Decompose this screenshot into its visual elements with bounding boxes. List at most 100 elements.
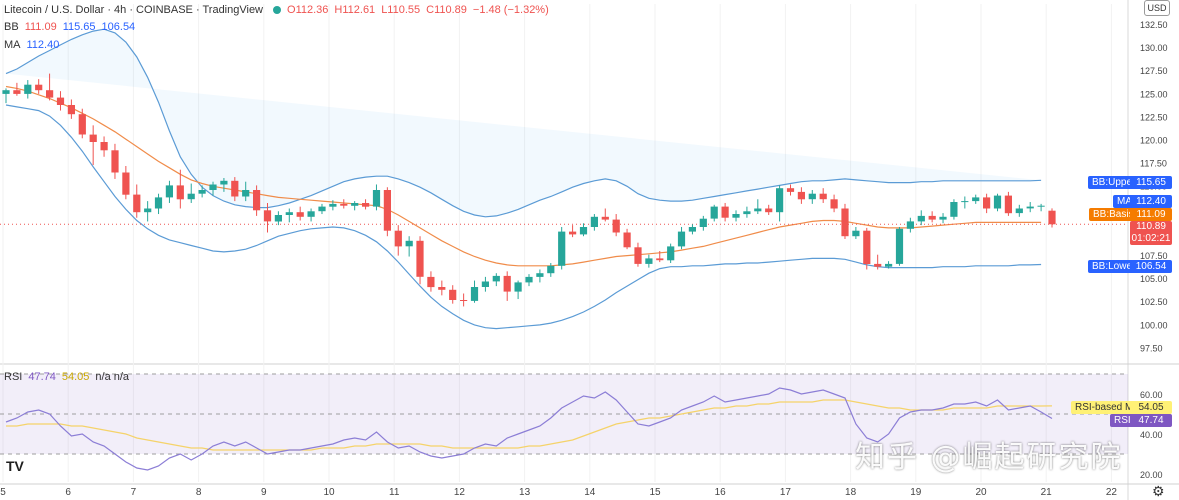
candle-body xyxy=(536,273,544,277)
candle-body xyxy=(231,180,239,197)
candle-body xyxy=(688,227,696,232)
rsi-tick-label: 20.00 xyxy=(1140,470,1163,480)
price-tick-label: 107.50 xyxy=(1140,251,1168,261)
last-price-value: 110.89 xyxy=(1136,221,1166,232)
candle-body xyxy=(950,202,958,217)
bb-band-fill xyxy=(6,29,1042,217)
market-status-dot-icon xyxy=(273,6,282,15)
candle-body xyxy=(340,203,348,206)
candle-body xyxy=(1004,195,1012,214)
candle-body xyxy=(307,211,315,217)
candle-body xyxy=(176,185,184,200)
candle-body xyxy=(754,208,762,212)
bb-legend[interactable]: BB 111.09 115.65 106.54 xyxy=(4,20,141,34)
time-tick-label: 20 xyxy=(975,487,987,498)
candle-body xyxy=(122,172,130,195)
candle-body xyxy=(111,150,119,173)
candle-body xyxy=(351,203,359,206)
candle-body xyxy=(1026,206,1034,209)
ohlc-high: H112.61 xyxy=(334,4,376,16)
bar-countdown: 01:02:21 xyxy=(1131,233,1171,244)
candle-body xyxy=(710,206,718,219)
candle-body xyxy=(797,191,805,200)
bb-lower-value: 106.54 xyxy=(101,21,136,33)
candle-body xyxy=(601,216,609,220)
candle-body xyxy=(296,212,304,217)
price-tick-label: 105.00 xyxy=(1140,274,1168,284)
candle-body xyxy=(274,215,282,222)
rsi-line xyxy=(5,387,1053,471)
bb-lower-axis-value: 106.54 xyxy=(1130,260,1172,273)
ma-axis-value: 112.40 xyxy=(1130,195,1172,208)
candle-body xyxy=(623,232,631,248)
symbol-title: Litecoin / U.S. Dollar · 4h · COINBASE ·… xyxy=(4,4,264,16)
candle-body xyxy=(263,210,272,222)
candle-body xyxy=(830,199,838,209)
candle-body xyxy=(89,134,97,142)
price-tick-label: 122.50 xyxy=(1140,112,1168,122)
rsi-value: 47.74 xyxy=(28,371,56,383)
rsi-ma-value: 54.05 xyxy=(61,371,90,383)
candle-body xyxy=(133,194,141,213)
rsi-ma-axis-value: 54.05 xyxy=(1130,401,1172,414)
rsi-band-fill xyxy=(0,374,1128,454)
candle-body xyxy=(67,105,75,115)
price-tick-label: 100.00 xyxy=(1140,320,1168,330)
bb-label: BB xyxy=(4,21,19,33)
candle-body xyxy=(56,97,65,105)
settings-gear-icon[interactable]: ⚙ xyxy=(1152,483,1165,499)
candle-body xyxy=(100,142,108,151)
ohlc-close: C110.89 xyxy=(426,4,467,16)
candle-body xyxy=(1015,208,1023,214)
candle-body xyxy=(961,201,969,203)
watermark-text: 知乎 @崛起研究院 xyxy=(855,440,1123,475)
price-tick-label: 130.00 xyxy=(1140,43,1168,53)
candle-body xyxy=(253,190,261,211)
candle-body xyxy=(579,227,588,235)
price-tick-label: 127.50 xyxy=(1140,66,1168,76)
candle-body xyxy=(383,190,391,231)
candle-body xyxy=(569,231,577,235)
price-tick-label: 120.00 xyxy=(1140,136,1168,146)
currency-button[interactable]: USD xyxy=(1144,0,1170,16)
candle-body xyxy=(776,188,784,213)
ma-legend[interactable]: MA 112.40 xyxy=(4,38,65,52)
candle-body xyxy=(699,218,707,227)
time-tick-label: 19 xyxy=(910,487,922,498)
candle-body xyxy=(438,287,446,290)
candle-body xyxy=(46,90,54,98)
candle-body xyxy=(362,203,370,207)
candle-body xyxy=(972,197,980,202)
candle-body xyxy=(13,90,21,94)
rsi-legend[interactable]: RSI 47.74 54.05 n/a n/a xyxy=(4,370,135,384)
price-change: −1.48 (−1.32%) xyxy=(472,4,549,16)
ma-label: MA xyxy=(4,39,21,51)
candle-body xyxy=(1037,205,1045,207)
candle-body xyxy=(198,190,206,194)
time-tick-label: 7 xyxy=(131,487,137,498)
time-tick-label: 13 xyxy=(519,487,531,498)
time-tick-label: 9 xyxy=(261,487,267,498)
candle-body xyxy=(558,231,566,266)
candle-body xyxy=(514,282,522,292)
bb-upper-value: 115.65 xyxy=(62,21,96,33)
candle-body xyxy=(78,114,86,135)
candle-body xyxy=(895,228,904,264)
candle-body xyxy=(841,208,849,237)
rsi-label: RSI xyxy=(4,371,23,383)
bb-lower-line xyxy=(5,104,1042,330)
tradingview-logo[interactable]: TV xyxy=(6,458,24,474)
candle-body xyxy=(645,258,653,264)
time-tick-label: 16 xyxy=(715,487,727,498)
candle-body xyxy=(743,211,751,215)
price-tick-label: 97.50 xyxy=(1140,343,1163,353)
candle-body xyxy=(906,221,914,229)
candle-body xyxy=(786,188,795,192)
candle-body xyxy=(449,289,457,300)
candle-body xyxy=(187,193,195,200)
candle-body xyxy=(808,193,816,200)
candle-body xyxy=(2,90,10,94)
candle-body xyxy=(677,231,686,247)
candle-body xyxy=(819,193,827,200)
